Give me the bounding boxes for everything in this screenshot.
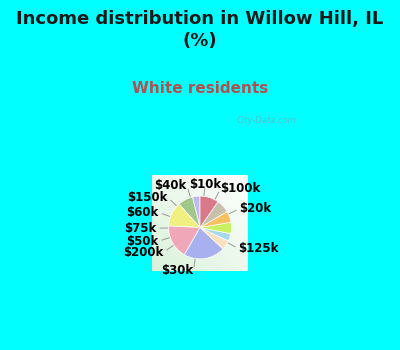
Text: $125k: $125k [238, 242, 279, 255]
Wedge shape [169, 204, 200, 228]
Text: $50k: $50k [126, 235, 158, 248]
Text: $200k: $200k [124, 246, 164, 259]
Wedge shape [200, 228, 228, 249]
Wedge shape [179, 197, 200, 228]
Wedge shape [200, 222, 232, 234]
Text: $100k: $100k [220, 182, 261, 195]
Wedge shape [200, 228, 231, 241]
Text: $40k: $40k [154, 179, 187, 192]
Text: $60k: $60k [127, 206, 159, 219]
Wedge shape [168, 226, 200, 255]
Wedge shape [192, 196, 200, 228]
Text: City-Data.com: City-Data.com [237, 116, 296, 125]
Text: $75k: $75k [124, 222, 156, 235]
Text: $150k: $150k [128, 191, 168, 204]
Wedge shape [200, 211, 231, 228]
Text: $10k: $10k [189, 177, 221, 190]
Wedge shape [200, 202, 227, 228]
Text: $30k: $30k [161, 264, 193, 277]
Wedge shape [200, 196, 218, 228]
Wedge shape [184, 228, 223, 259]
Text: $20k: $20k [240, 202, 272, 215]
Text: Income distribution in Willow Hill, IL
(%): Income distribution in Willow Hill, IL (… [16, 10, 384, 50]
Text: White residents: White residents [132, 82, 268, 97]
